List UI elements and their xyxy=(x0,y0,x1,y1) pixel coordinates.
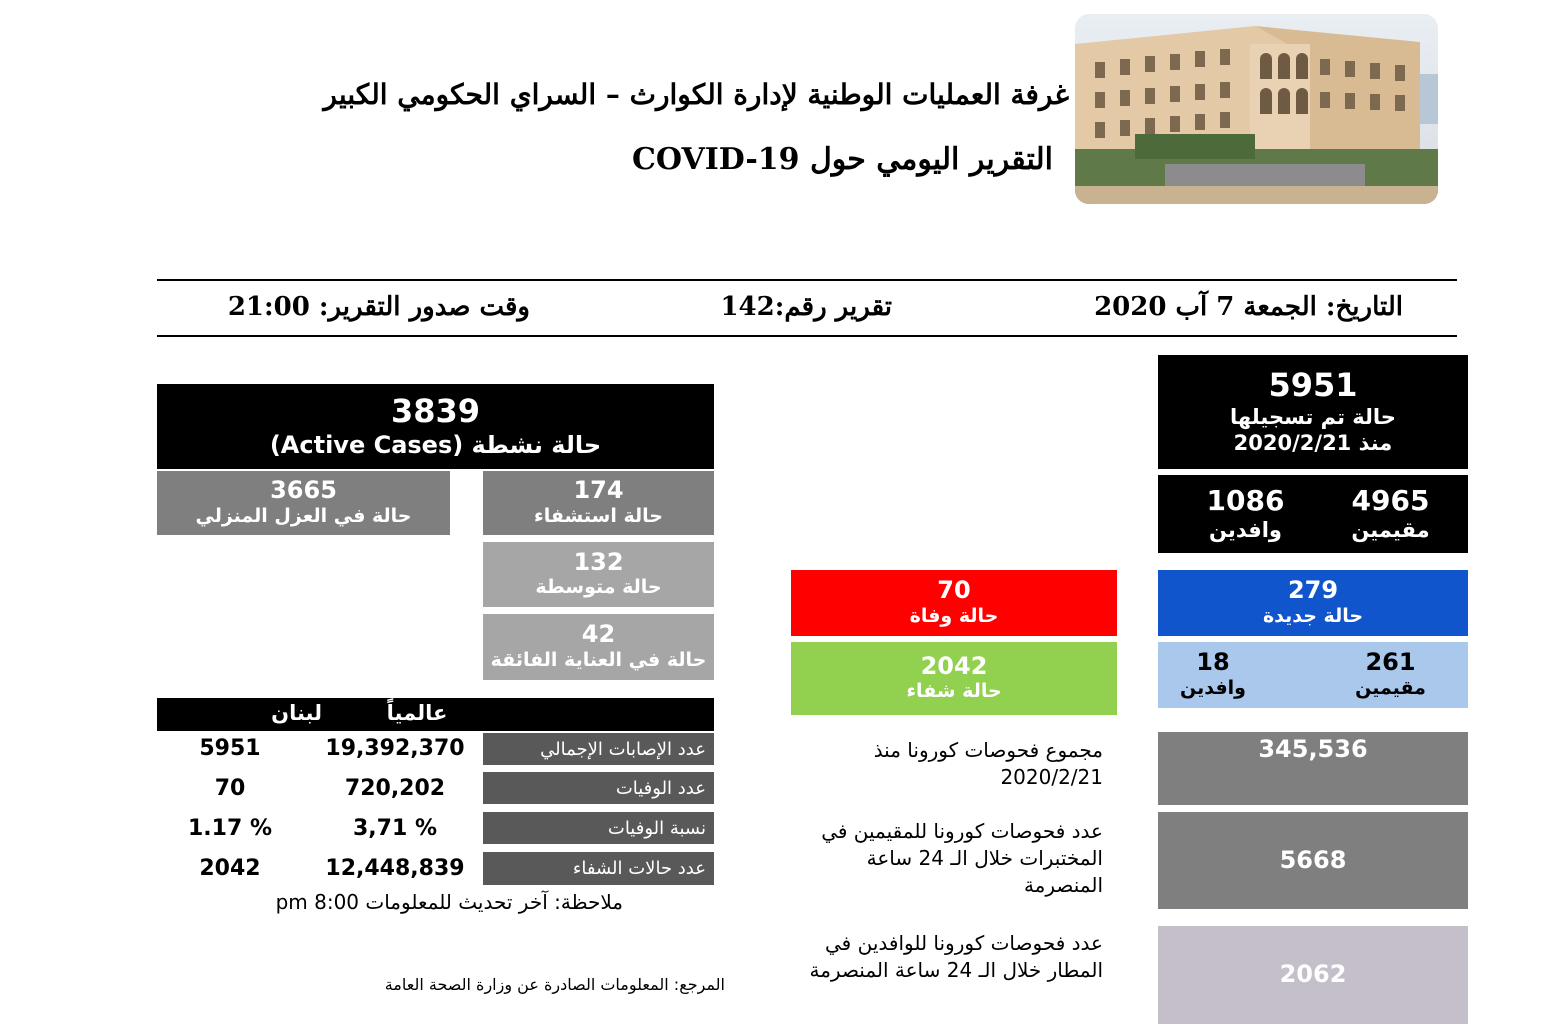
new-arrivals-label: وافدين xyxy=(1180,676,1246,699)
hospitalized-label: حالة استشفاء xyxy=(534,504,663,527)
deaths-value: 70 xyxy=(937,576,971,605)
top-divider xyxy=(157,279,1457,281)
icu-label: حالة في العناية الفائقة xyxy=(490,648,707,671)
palace-illustration xyxy=(1075,14,1438,204)
active-cases-box: 3839 حالة نشطة (Active Cases) xyxy=(157,384,714,469)
total-arrivals-label: وافدين xyxy=(1209,517,1282,542)
total-arrivals-value: 1086 xyxy=(1206,483,1285,517)
total-cases-value: 5951 xyxy=(1268,366,1358,405)
test-total-label: مجموع فحوصات كورونا منذ 2020/2/21 xyxy=(873,738,1103,789)
total-breakdown-box: 4965 مقيمين 1086 وافدين xyxy=(1158,475,1468,553)
test-residents-label: عدد فحوصات كورونا للمقيمين في المختبرات … xyxy=(821,819,1103,897)
report-title: غرفة العمليات الوطنية لإدارة الكوارث – ا… xyxy=(323,78,1069,111)
test-total-value: 345,536 xyxy=(1258,735,1368,763)
hospitalized-box: 174 حالة استشفاء xyxy=(483,471,714,535)
new-cases-value: 279 xyxy=(1287,576,1339,605)
hospitalized-value: 174 xyxy=(573,476,624,505)
new-residents-value: 261 xyxy=(1365,648,1416,677)
new-cases-box: 279 حالة جديدة xyxy=(1158,570,1468,636)
moderate-box: 132 حالة متوسطة xyxy=(483,542,714,607)
comparison-header: عالمياً لبنان xyxy=(157,698,714,731)
total-residents: 4965 مقيمين xyxy=(1313,475,1468,553)
row-fatality-rate-global: 3,71 % xyxy=(353,816,437,841)
icu-box: 42 حالة في العناية الفائقة xyxy=(483,614,714,680)
new-residents: 261 مقيمين xyxy=(1313,642,1468,708)
report-number: تقرير رقم:142 xyxy=(720,292,892,322)
row-recovered-global: 12,448,839 xyxy=(325,856,465,881)
row-deaths-label: عدد الوفيات xyxy=(483,772,714,804)
test-residents-box: 5668 xyxy=(1158,812,1468,909)
total-cases-box: 5951 حالة تم تسجيلها منذ 2020/2/21 xyxy=(1158,355,1468,469)
test-residents-value: 5668 xyxy=(1279,845,1347,874)
bottom-divider xyxy=(157,335,1457,337)
test-arrivals-box: 2062 xyxy=(1158,926,1468,1024)
test-arrivals-label: عدد فحوصات كورونا للوافدين في المطار خلا… xyxy=(809,931,1103,982)
source-note: المرجع: المعلومات الصادرة عن وزارة الصحة… xyxy=(384,975,725,994)
row-deaths-lebanon: 70 xyxy=(214,776,246,801)
test-arrivals-value: 2062 xyxy=(1279,960,1347,989)
total-cases-since: منذ 2020/2/21 xyxy=(1233,431,1393,456)
row-recovered-label: عدد حالات الشفاء xyxy=(483,852,714,885)
icu-value: 42 xyxy=(581,620,616,649)
new-arrivals-value: 18 xyxy=(1196,648,1230,677)
total-arrivals: 1086 وافدين xyxy=(1158,475,1333,553)
col-global: عالمياً xyxy=(386,701,448,725)
home-isolation-label: حالة في العزل المنزلي xyxy=(195,504,412,527)
recovered-value: 2042 xyxy=(920,651,988,680)
home-isolation-box: 3665 حالة في العزل المنزلي xyxy=(157,471,450,535)
row-total-cases-label: عدد الإصابات الإجمالي xyxy=(483,733,714,765)
report-date: التاريخ: الجمعة 7 آب 2020 xyxy=(1094,292,1403,322)
row-total-cases-lebanon: 5951 xyxy=(199,736,261,761)
recovered-box: 2042 حالة شفاء xyxy=(791,642,1117,715)
deaths-label: حالة وفاة xyxy=(909,604,999,627)
row-fatality-rate-label: نسبة الوفيات xyxy=(483,812,714,844)
row-fatality-rate-lebanon: 1.17 % xyxy=(188,816,272,841)
col-lebanon: لبنان xyxy=(271,701,322,725)
report-issue-time: وقت صدور التقرير: 21:00 xyxy=(227,292,530,322)
test-total-box: 345,536 xyxy=(1158,732,1468,805)
active-cases-label: حالة نشطة (Active Cases) xyxy=(269,430,602,459)
deaths-box: 70 حالة وفاة xyxy=(791,570,1117,636)
row-total-cases-global: 19,392,370 xyxy=(325,736,465,761)
total-residents-value: 4965 xyxy=(1351,483,1430,517)
total-cases-label: حالة تم تسجيلها xyxy=(1230,405,1396,430)
government-palace-photo xyxy=(1075,14,1438,204)
new-residents-label: مقيمين xyxy=(1355,676,1426,699)
row-deaths-global: 720,202 xyxy=(344,776,446,801)
update-note: ملاحظة: آخر تحديث للمعلومات 8:00 pm xyxy=(275,890,623,914)
total-residents-label: مقيمين xyxy=(1351,517,1430,542)
moderate-label: حالة متوسطة xyxy=(535,576,662,599)
moderate-value: 132 xyxy=(573,547,624,576)
home-isolation-value: 3665 xyxy=(270,476,337,505)
recovered-label: حالة شفاء xyxy=(906,680,1002,703)
report-subtitle: التقرير اليومي حول COVID-19 xyxy=(631,142,1053,177)
row-recovered-lebanon: 2042 xyxy=(199,856,261,881)
new-cases-breakdown-box: 261 مقيمين 18 وافدين xyxy=(1158,642,1468,708)
new-cases-label: حالة جديدة xyxy=(1262,604,1364,627)
new-arrivals: 18 وافدين xyxy=(1158,642,1268,708)
active-cases-value: 3839 xyxy=(390,392,481,431)
